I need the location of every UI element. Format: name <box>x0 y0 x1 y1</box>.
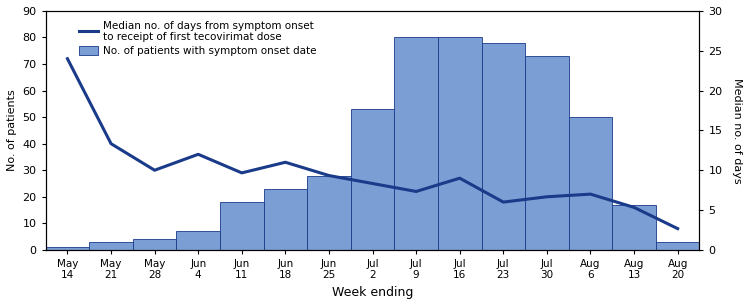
Bar <box>482 43 525 250</box>
Bar <box>307 176 351 250</box>
Bar <box>133 239 177 250</box>
Bar <box>89 242 133 250</box>
Bar <box>46 247 89 250</box>
Bar <box>438 38 482 250</box>
Bar <box>525 56 568 250</box>
Legend: Median no. of days from symptom onset
to receipt of first tecovirimat dose, No. : Median no. of days from symptom onset to… <box>77 19 318 58</box>
Bar <box>220 202 264 250</box>
Bar <box>612 205 656 250</box>
Bar <box>177 231 220 250</box>
Bar <box>264 189 307 250</box>
X-axis label: Week ending: Week ending <box>332 286 413 299</box>
Y-axis label: Median no. of days: Median no. of days <box>732 78 742 183</box>
Bar <box>395 38 438 250</box>
Bar <box>568 117 612 250</box>
Bar <box>351 109 395 250</box>
Bar <box>656 242 700 250</box>
Y-axis label: No. of patients: No. of patients <box>7 90 17 171</box>
